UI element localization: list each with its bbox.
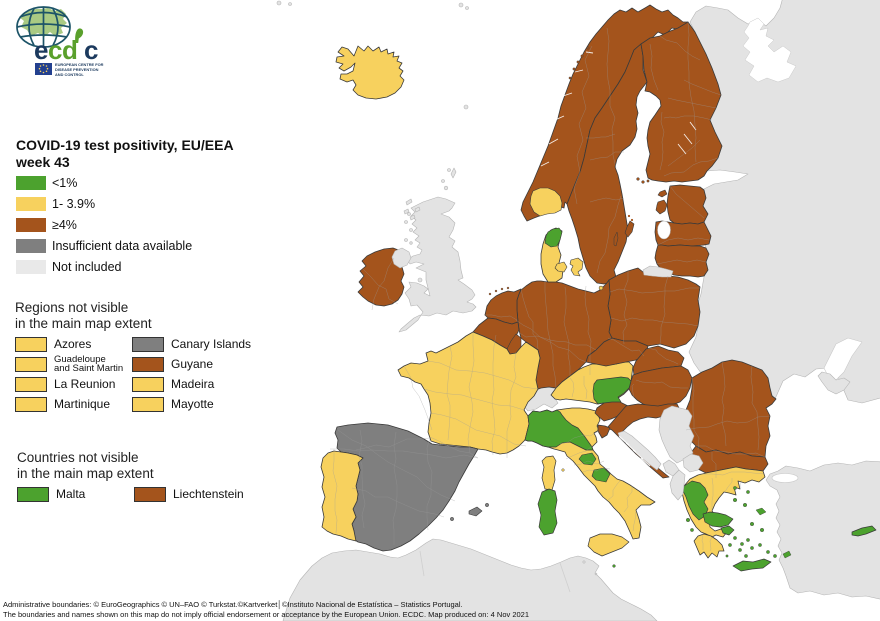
svg-text:DISEASE PREVENTION: DISEASE PREVENTION bbox=[55, 67, 99, 72]
svg-text:e: e bbox=[34, 35, 48, 65]
svg-text:EUROPEAN CENTRE FOR: EUROPEAN CENTRE FOR bbox=[55, 62, 104, 67]
svg-text:AND CONTROL: AND CONTROL bbox=[55, 72, 84, 77]
svg-text:c: c bbox=[84, 35, 98, 65]
svg-text:c: c bbox=[48, 35, 62, 65]
svg-text:d: d bbox=[62, 35, 78, 65]
